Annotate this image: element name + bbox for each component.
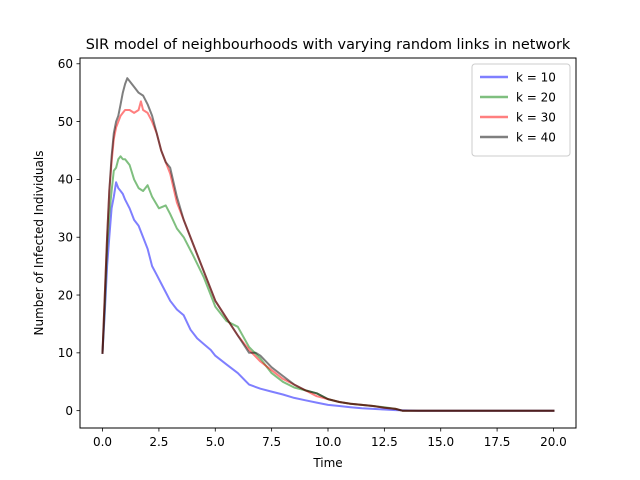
x-tick-label: 20.0 (540, 435, 567, 449)
y-tick-label: 60 (58, 57, 73, 71)
x-tick-label: 10.0 (315, 435, 342, 449)
x-tick-label: 0.0 (93, 435, 112, 449)
y-tick-label: 0 (65, 404, 73, 418)
x-tick-label: 2.5 (149, 435, 168, 449)
y-tick-label: 30 (58, 231, 73, 245)
legend-label-1: k = 10 (516, 70, 556, 84)
series-line-2 (101, 155, 555, 412)
legend: k = 10 k = 20 k = 30 k = 40 (471, 63, 571, 157)
x-tick-label: 5.0 (206, 435, 225, 449)
y-tick-label: 50 (58, 115, 73, 129)
x-tick-label: 7.5 (262, 435, 281, 449)
x-tick-label: 17.5 (484, 435, 511, 449)
series-line-4 (101, 77, 555, 412)
y-tick-label: 40 (58, 173, 73, 187)
x-tick-label: 12.5 (371, 435, 398, 449)
legend-label-2: k = 20 (516, 90, 556, 104)
y-tick-label: 10 (58, 346, 73, 360)
legend-label-3: k = 30 (516, 110, 556, 124)
y-axis-ticks: 0 10 20 30 40 50 60 (58, 57, 80, 418)
x-axis-ticks: 0.0 2.5 5.0 7.5 10.0 12.5 15.0 17.5 20.0 (93, 428, 567, 449)
series-line-1 (101, 181, 555, 412)
legend-label-4: k = 40 (516, 130, 556, 144)
x-axis-label: Time (312, 456, 342, 470)
y-axis-label: Number of Infected Individuals (32, 151, 46, 336)
legend-box (471, 63, 571, 157)
x-tick-label: 15.0 (427, 435, 454, 449)
y-tick-label: 20 (58, 288, 73, 302)
plot-lines (101, 77, 555, 412)
chart-title: SIR model of neighbourhoods with varying… (86, 37, 571, 53)
